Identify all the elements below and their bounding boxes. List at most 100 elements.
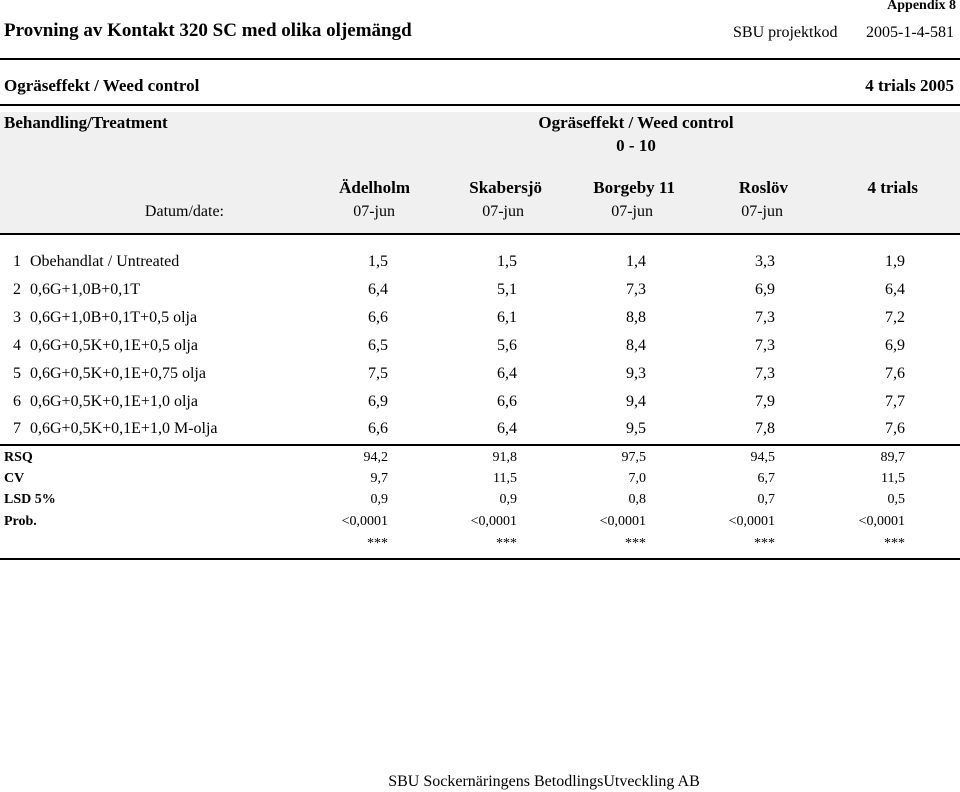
cell: 7,9: [755, 393, 775, 410]
column-date: 07-jun: [611, 203, 653, 220]
cell: 7,7: [885, 393, 905, 410]
row-treatment: 0,6G+1,0B+0,1T: [30, 281, 141, 298]
row-treatment: 0,6G+0,5K+0,1E+0,5 olja: [30, 337, 198, 354]
cell: 7,3: [755, 365, 775, 382]
cell: 6,5: [368, 337, 388, 354]
divider: [0, 558, 960, 560]
page-title: Provning av Kontakt 320 SC med olika olj…: [4, 20, 412, 41]
cell: 8,8: [626, 309, 646, 326]
divider: [0, 58, 960, 60]
table-header-band: [0, 112, 960, 234]
cell: 0,9: [499, 492, 518, 507]
row-number: 3: [13, 309, 21, 326]
column-header: Ädelholm: [339, 178, 410, 197]
cell: <0,0001: [470, 514, 517, 529]
row-treatment: 0,6G+0,5K+0,1E+0,75 olja: [30, 365, 206, 382]
cell: 6,7: [757, 471, 776, 486]
row-number: 6: [13, 393, 21, 410]
column-header: Borgeby 11: [593, 178, 675, 197]
cell: <0,0001: [341, 514, 388, 529]
group-header: Ogräseffekt / Weed control: [538, 113, 734, 132]
cell: 6,6: [368, 420, 388, 437]
column-header: 4 trials: [867, 178, 918, 197]
row-number: 2: [13, 281, 21, 298]
row-treatment: 0,6G+1,0B+0,1T+0,5 olja: [30, 309, 198, 326]
cell: 6,9: [885, 337, 905, 354]
cell: 7,5: [368, 365, 388, 382]
cell: 11,5: [881, 471, 905, 486]
footer-text: SBU Sockernäringens BetodlingsUtveckling…: [388, 773, 700, 790]
cell: 6,4: [368, 281, 388, 298]
cell: 1,5: [497, 253, 517, 270]
trials-label: 4 trials 2005: [865, 76, 954, 95]
sbu-label: SBU projektkod: [733, 24, 838, 41]
column-header: Skabersjö: [469, 178, 542, 197]
row-treatment: 0,6G+0,5K+0,1E+1,0 olja: [30, 393, 198, 410]
cell: 94,2: [363, 450, 389, 465]
cell: 91,8: [492, 450, 518, 465]
cell: 1,5: [368, 253, 388, 270]
cell: 0,9: [370, 492, 389, 507]
divider: [0, 444, 960, 446]
cell: 6,4: [885, 281, 905, 298]
stat-label: RSQ: [4, 450, 33, 465]
cell: 7,0: [628, 471, 647, 486]
row-treatment: 0,6G+0,5K+0,1E+1,0 M-olja: [30, 420, 218, 437]
section-title: Ogräseffekt / Weed control: [4, 76, 200, 95]
cell: 7,6: [885, 420, 905, 437]
cell: 6,9: [755, 281, 775, 298]
cell: 11,5: [493, 471, 517, 486]
cell: 6,6: [497, 393, 517, 410]
cell: 7,2: [885, 309, 905, 326]
stat-label: LSD 5%: [4, 492, 56, 507]
significance: ***: [496, 536, 517, 551]
cell: 5,6: [497, 337, 517, 354]
significance: ***: [754, 536, 775, 551]
cell: 94,5: [750, 450, 776, 465]
cell: 9,3: [626, 365, 646, 382]
stat-label: CV: [4, 471, 25, 486]
cell: 5,1: [497, 281, 517, 298]
cell: 1,4: [626, 253, 646, 270]
cell: 1,9: [885, 253, 905, 270]
cell: 6,9: [368, 393, 388, 410]
cell: 0,7: [757, 492, 776, 507]
cell: 3,3: [755, 253, 775, 270]
cell: 7,6: [885, 365, 905, 382]
divider: [0, 233, 960, 235]
cell: <0,0001: [858, 514, 905, 529]
treatment-header: Behandling/Treatment: [4, 113, 168, 132]
cell: 9,4: [626, 393, 646, 410]
cell: 6,4: [497, 420, 517, 437]
cell: 0,8: [628, 492, 647, 507]
row-number: 4: [13, 337, 21, 354]
cell: 7,3: [626, 281, 646, 298]
row-number: 5: [13, 365, 21, 382]
cell: <0,0001: [728, 514, 775, 529]
stat-label: Prob.: [4, 514, 37, 529]
divider: [0, 104, 960, 106]
appendix-label: Appendix 8: [887, 0, 956, 13]
column-date: 07-jun: [353, 203, 395, 220]
cell: 9,7: [370, 471, 389, 486]
cell: 0,5: [887, 492, 906, 507]
sbu-code: 2005-1-4-581: [866, 24, 954, 41]
cell: 97,5: [621, 450, 647, 465]
column-date: 07-jun: [482, 203, 524, 220]
row-number: 1: [13, 253, 21, 270]
cell: 6,6: [368, 309, 388, 326]
cell: 7,3: [755, 309, 775, 326]
row-treatment: Obehandlat / Untreated: [30, 253, 180, 270]
cell: 8,4: [626, 337, 646, 354]
cell: 9,5: [626, 420, 646, 437]
significance: ***: [884, 536, 905, 551]
significance: ***: [367, 536, 388, 551]
cell: 6,1: [497, 309, 517, 326]
cell: 7,3: [755, 337, 775, 354]
date-label: Datum/date:: [144, 203, 224, 220]
cell: <0,0001: [599, 514, 646, 529]
column-date: 07-jun: [741, 203, 783, 220]
significance: ***: [625, 536, 646, 551]
scale-label: 0 - 10: [616, 136, 656, 155]
cell: 6,4: [497, 365, 517, 382]
